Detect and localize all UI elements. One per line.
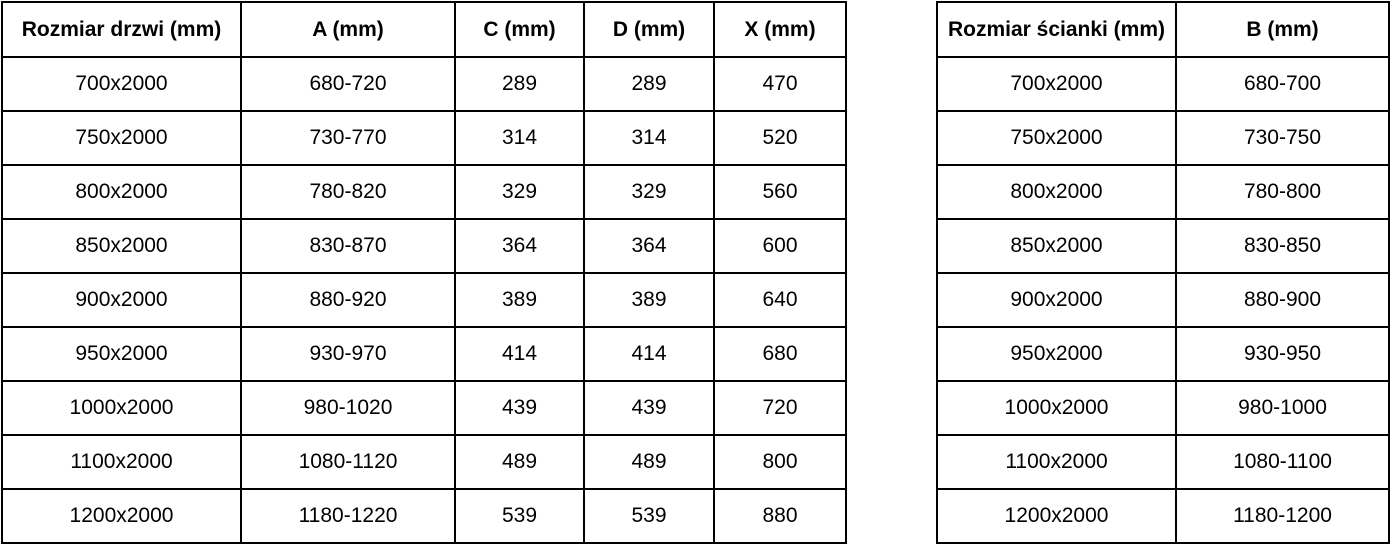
table-cell: 1080-1100 <box>1175 434 1390 490</box>
table-cell: 539 <box>454 488 585 544</box>
table-cell: 560 <box>713 164 847 220</box>
table-cell: 600 <box>713 218 847 274</box>
table-cell: 470 <box>713 56 847 112</box>
table-row: 900x2000 880-920 389 389 640 <box>1 272 847 328</box>
table-cell: 700x2000 <box>1 56 242 112</box>
table-cell: 364 <box>583 218 715 274</box>
header-row: Rozmiar ścianki (mm) B (mm) <box>936 1 1390 58</box>
door-size-table-body: 700x2000 680-720 289 289 470 750x2000 730-770 3… <box>1 56 847 544</box>
table-cell: 1200x2000 <box>1 488 242 544</box>
table-cell: 900x2000 <box>1 272 242 328</box>
table-cell: 489 <box>454 434 585 490</box>
column-header: A (mm) <box>240 1 456 58</box>
table-cell: 539 <box>583 488 715 544</box>
table-row: 1200x2000 1180-1220 539 539 880 <box>1 488 847 544</box>
table-row: 950x2000 930-950 <box>936 326 1390 382</box>
column-header: B (mm) <box>1175 1 1390 58</box>
table-cell: 1180-1220 <box>240 488 456 544</box>
table-row: 1200x2000 1180-1200 <box>936 488 1390 544</box>
table-cell: 489 <box>583 434 715 490</box>
table-cell: 289 <box>454 56 585 112</box>
table-cell: 780-800 <box>1175 164 1390 220</box>
table-row: 750x2000 730-750 <box>936 110 1390 166</box>
table-cell: 720 <box>713 380 847 436</box>
table-cell: 800x2000 <box>936 164 1177 220</box>
door-size-table-header: Rozmiar drzwi (mm) A (mm) C (mm) D (mm) X (m… <box>1 1 847 58</box>
table-row: 800x2000 780-820 329 329 560 <box>1 164 847 220</box>
wall-size-table: Rozmiar ścianki (mm) B (mm) 700x2000 680-7… <box>936 1 1390 544</box>
table-cell: 900x2000 <box>936 272 1177 328</box>
table-cell: 930-970 <box>240 326 456 382</box>
table-cell: 930-950 <box>1175 326 1390 382</box>
table-cell: 850x2000 <box>936 218 1177 274</box>
table-row: 700x2000 680-720 289 289 470 <box>1 56 847 112</box>
table-cell: 1100x2000 <box>936 434 1177 490</box>
table-cell: 780-820 <box>240 164 456 220</box>
table-row: 1000x2000 980-1020 439 439 720 <box>1 380 847 436</box>
table-cell: 680-720 <box>240 56 456 112</box>
table-row: 1100x2000 1080-1100 <box>936 434 1390 490</box>
table-cell: 1000x2000 <box>1 380 242 436</box>
table-cell: 1200x2000 <box>936 488 1177 544</box>
table-cell: 830-870 <box>240 218 456 274</box>
table-cell: 730-770 <box>240 110 456 166</box>
table-cell: 329 <box>454 164 585 220</box>
table-cell: 1080-1120 <box>240 434 456 490</box>
wall-size-table-header: Rozmiar ścianki (mm) B (mm) <box>936 1 1390 58</box>
column-header: Rozmiar ścianki (mm) <box>936 1 1177 58</box>
door-size-table: Rozmiar drzwi (mm) A (mm) C (mm) D (mm) X (m… <box>1 1 847 544</box>
table-cell: 950x2000 <box>1 326 242 382</box>
table-cell: 439 <box>454 380 585 436</box>
table-row: 850x2000 830-850 <box>936 218 1390 274</box>
table-cell: 950x2000 <box>936 326 1177 382</box>
wall-size-table-body: 700x2000 680-700 750x2000 730-750 800x2000 78… <box>936 56 1390 544</box>
table-cell: 640 <box>713 272 847 328</box>
table-cell: 880-900 <box>1175 272 1390 328</box>
table-cell: 414 <box>583 326 715 382</box>
table-cell: 880-920 <box>240 272 456 328</box>
table-cell: 329 <box>583 164 715 220</box>
table-cell: 850x2000 <box>1 218 242 274</box>
table-cell: 750x2000 <box>936 110 1177 166</box>
table-cell: 700x2000 <box>936 56 1177 112</box>
table-cell: 314 <box>583 110 715 166</box>
table-cell: 680-700 <box>1175 56 1390 112</box>
table-cell: 314 <box>454 110 585 166</box>
table-cell: 1000x2000 <box>936 380 1177 436</box>
table-cell: 364 <box>454 218 585 274</box>
table-cell: 289 <box>583 56 715 112</box>
table-cell: 800x2000 <box>1 164 242 220</box>
header-row: Rozmiar drzwi (mm) A (mm) C (mm) D (mm) X (m… <box>1 1 847 58</box>
table-row: 1100x2000 1080-1120 489 489 800 <box>1 434 847 490</box>
column-header: C (mm) <box>454 1 585 58</box>
table-row: 900x2000 880-900 <box>936 272 1390 328</box>
table-cell: 389 <box>454 272 585 328</box>
table-cell: 1180-1200 <box>1175 488 1390 544</box>
table-cell: 439 <box>583 380 715 436</box>
table-cell: 680 <box>713 326 847 382</box>
table-cell: 730-750 <box>1175 110 1390 166</box>
column-header: D (mm) <box>583 1 715 58</box>
table-cell: 389 <box>583 272 715 328</box>
table-cell: 520 <box>713 110 847 166</box>
table-cell: 880 <box>713 488 847 544</box>
table-row: 850x2000 830-870 364 364 600 <box>1 218 847 274</box>
table-row: 1000x2000 980-1000 <box>936 380 1390 436</box>
table-cell: 980-1020 <box>240 380 456 436</box>
table-cell: 1100x2000 <box>1 434 242 490</box>
table-row: 700x2000 680-700 <box>936 56 1390 112</box>
table-cell: 414 <box>454 326 585 382</box>
column-header: X (mm) <box>713 1 847 58</box>
table-cell: 750x2000 <box>1 110 242 166</box>
table-cell: 800 <box>713 434 847 490</box>
table-cell: 980-1000 <box>1175 380 1390 436</box>
table-row: 950x2000 930-970 414 414 680 <box>1 326 847 382</box>
column-header: Rozmiar drzwi (mm) <box>1 1 242 58</box>
table-cell: 830-850 <box>1175 218 1390 274</box>
table-row: 750x2000 730-770 314 314 520 <box>1 110 847 166</box>
table-row: 800x2000 780-800 <box>936 164 1390 220</box>
